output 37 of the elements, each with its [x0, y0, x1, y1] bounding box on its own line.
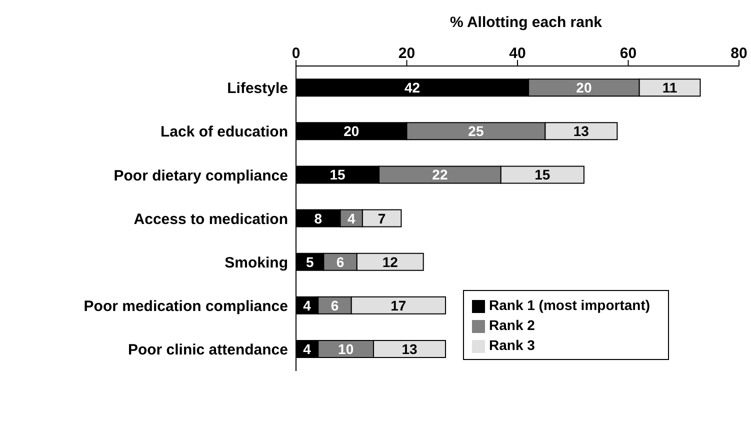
- data-label: 42: [404, 80, 420, 96]
- y-tick-label: Poor clinic attendance: [128, 342, 288, 359]
- data-label: 12: [382, 254, 398, 270]
- x-axis-title: % Allotting each rank: [449, 14, 603, 31]
- y-tick-label: Lack of education: [160, 124, 288, 141]
- y-tick-label: Access to medication: [134, 210, 288, 228]
- data-label: 8: [314, 210, 322, 226]
- data-label: 11: [662, 80, 678, 96]
- data-label: 6: [336, 254, 344, 270]
- data-label: 6: [330, 297, 339, 314]
- y-tick-label: Smoking: [224, 254, 288, 272]
- data-label: 13: [573, 123, 590, 140]
- data-label: 5: [306, 254, 314, 270]
- legend-label: Rank 2: [489, 317, 535, 333]
- data-label: 15: [534, 166, 550, 183]
- data-label: 4: [303, 297, 312, 314]
- data-label: 10: [338, 340, 354, 357]
- legend-label: Rank 1 (most important): [489, 297, 650, 313]
- data-label: 20: [576, 80, 592, 96]
- data-label: 15: [330, 166, 346, 183]
- x-tick-label: 80: [730, 45, 748, 62]
- data-label: 4: [303, 340, 312, 357]
- x-tick-label: 40: [509, 45, 526, 62]
- data-label: 17: [390, 297, 406, 314]
- data-label: 7: [378, 210, 386, 226]
- x-tick-label: 20: [398, 45, 416, 62]
- y-tick-label: Lifestyle: [227, 80, 288, 98]
- x-tick-label: 60: [620, 45, 637, 62]
- data-label: 20: [344, 123, 360, 140]
- legend-label: Rank 3: [489, 337, 535, 353]
- x-tick-label: 0: [292, 45, 300, 62]
- data-label: 25: [468, 123, 484, 140]
- y-tick-label: Poor medication compliance: [84, 298, 288, 315]
- data-label: 13: [402, 340, 418, 357]
- data-label: 22: [432, 166, 448, 183]
- data-label: 4: [347, 210, 356, 226]
- y-tick-label: Poor dietary compliance: [114, 167, 288, 184]
